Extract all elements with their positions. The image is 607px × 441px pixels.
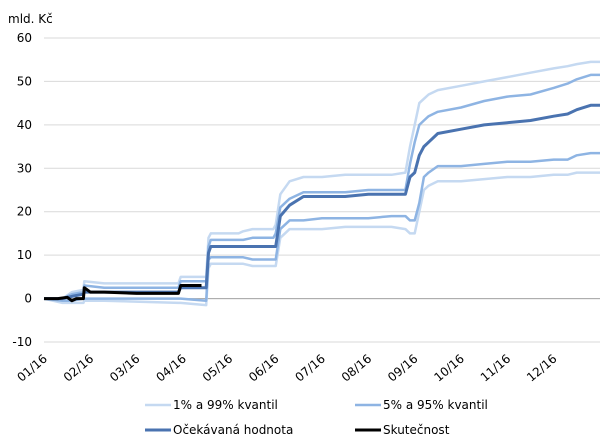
y-tick-label: -10 [12,335,32,349]
y-unit-label: mld. Kč [8,12,53,26]
legend-label: Skutečnost [383,423,450,437]
y-tick-label: 10 [17,248,32,262]
series-line-0 [44,60,600,300]
series-lines [43,60,600,307]
x-tick-label: 03/16 [107,352,142,385]
x-tick-label: 08/16 [339,352,374,385]
x-tick-label: 11/16 [478,352,513,385]
series-line-3 [44,284,202,303]
y-tick-label: 40 [17,118,32,132]
legend-label: 1% a 99% kvantil [173,398,278,412]
y-tick-label: 50 [17,74,32,88]
x-tick-label: 02/16 [61,352,96,385]
y-tick-label: 30 [17,161,32,175]
y-tick-label: 0 [24,292,32,306]
y-tick-label: 60 [17,31,32,45]
legend-label: 5% a 95% kvantil [383,398,488,412]
series-line-0-lower [43,171,600,307]
series-line-1-lower [43,151,600,302]
legend: 1% a 99% kvantil 5% a 95% kvantil Očekávan… [145,398,488,437]
legend-label: Očekávaná hodnota [173,423,293,437]
x-tick-label: 06/16 [246,352,281,385]
x-tick-label: 07/16 [292,352,327,385]
y-tick-label: 20 [17,205,32,219]
x-tick-label: 09/16 [385,352,420,385]
grid [44,37,600,343]
series-line-1 [44,73,600,300]
x-tick-label: 10/16 [431,352,466,385]
x-tick-label: 04/16 [153,352,188,385]
series-line-2 [44,103,600,301]
x-tick-label: 12/16 [524,352,559,385]
y-tick-labels: -10 0 10 20 30 40 50 60 [12,31,32,349]
x-tick-label: 01/16 [14,352,49,385]
x-tick-labels: 01/16 02/16 03/16 04/16 05/16 06/16 07/16 08/16… [14,352,559,385]
x-tick-label: 05/16 [200,352,235,385]
